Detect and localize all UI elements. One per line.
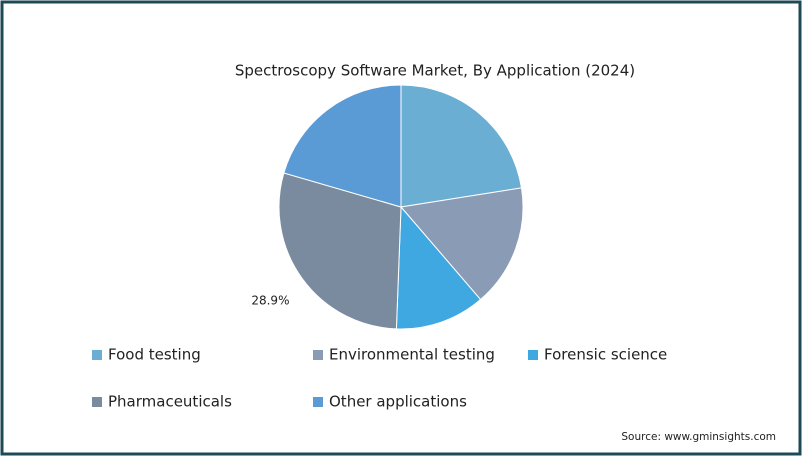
source: Source: www.gminsights.com bbox=[621, 431, 776, 443]
pie-slice bbox=[400, 187, 524, 301]
pie-slice bbox=[395, 205, 482, 330]
legend-label: Forensic science bbox=[544, 346, 667, 364]
data-label: 28.9% bbox=[251, 294, 289, 308]
legend-swatch bbox=[92, 397, 102, 407]
legend-swatch bbox=[92, 350, 102, 360]
pie-slice bbox=[278, 172, 402, 330]
legend-swatch bbox=[528, 350, 538, 360]
legend-swatch bbox=[313, 397, 323, 407]
legend-label: Other applications bbox=[329, 393, 467, 411]
pie-slice bbox=[283, 84, 402, 208]
legend-label: Environmental testing bbox=[329, 346, 495, 364]
legend-label: Pharmaceuticals bbox=[108, 393, 232, 411]
pie-slice bbox=[400, 84, 523, 208]
legend-label: Food testing bbox=[108, 346, 201, 364]
chart-title: Spectroscopy Software Market, By Applica… bbox=[235, 62, 635, 80]
legend-swatch bbox=[313, 350, 323, 360]
